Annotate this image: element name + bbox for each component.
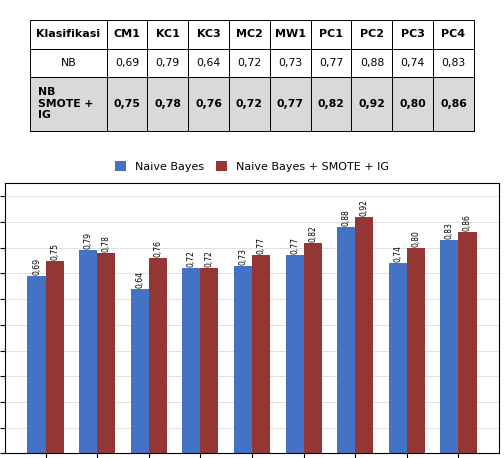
Bar xyxy=(440,240,459,453)
Text: 0,69: 0,69 xyxy=(32,258,41,275)
Bar xyxy=(355,217,373,453)
Bar xyxy=(201,268,218,453)
Text: 0,80: 0,80 xyxy=(411,230,420,247)
Text: 0,74: 0,74 xyxy=(393,245,402,262)
Bar xyxy=(389,263,407,453)
Text: 0,78: 0,78 xyxy=(102,235,111,252)
Legend: Naive Bayes, Naive Bayes + SMOTE + IG: Naive Bayes, Naive Bayes + SMOTE + IG xyxy=(112,158,392,175)
Bar xyxy=(97,253,115,453)
Text: 0,92: 0,92 xyxy=(360,199,369,216)
Text: 0,86: 0,86 xyxy=(463,214,472,231)
Bar xyxy=(303,243,322,453)
Text: 0,88: 0,88 xyxy=(342,209,351,226)
Bar xyxy=(79,250,97,453)
Bar xyxy=(286,256,303,453)
Bar xyxy=(234,266,252,453)
Bar xyxy=(459,232,476,453)
Bar xyxy=(252,256,270,453)
Text: 0,64: 0,64 xyxy=(135,271,144,288)
Bar xyxy=(131,289,149,453)
Text: 0,77: 0,77 xyxy=(290,237,299,254)
Text: 0,76: 0,76 xyxy=(153,240,162,257)
Text: 0,75: 0,75 xyxy=(50,243,59,260)
Bar xyxy=(337,227,355,453)
Bar xyxy=(182,268,201,453)
Bar xyxy=(28,276,45,453)
Bar xyxy=(45,261,64,453)
Bar xyxy=(407,248,425,453)
Bar xyxy=(149,258,167,453)
Text: 0,79: 0,79 xyxy=(84,232,93,249)
Text: 0,77: 0,77 xyxy=(257,237,266,254)
Text: 0,72: 0,72 xyxy=(205,251,214,267)
Text: 0,83: 0,83 xyxy=(445,222,454,239)
Text: 0,82: 0,82 xyxy=(308,225,317,241)
Text: 0,72: 0,72 xyxy=(187,251,196,267)
Text: 0,73: 0,73 xyxy=(238,248,247,265)
